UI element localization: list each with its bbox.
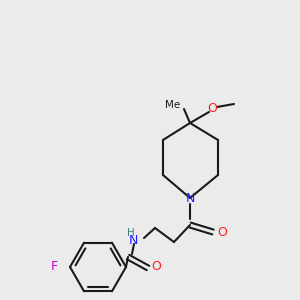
Text: O: O (151, 260, 161, 272)
Text: N: N (129, 235, 138, 248)
Text: F: F (51, 260, 58, 274)
Text: Me: Me (165, 100, 180, 110)
Text: O: O (207, 103, 217, 116)
Text: O: O (217, 226, 227, 238)
Text: N: N (185, 191, 195, 205)
Text: H: H (127, 228, 135, 238)
